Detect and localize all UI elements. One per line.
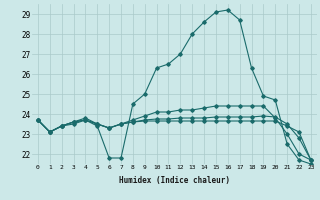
X-axis label: Humidex (Indice chaleur): Humidex (Indice chaleur): [119, 176, 230, 185]
